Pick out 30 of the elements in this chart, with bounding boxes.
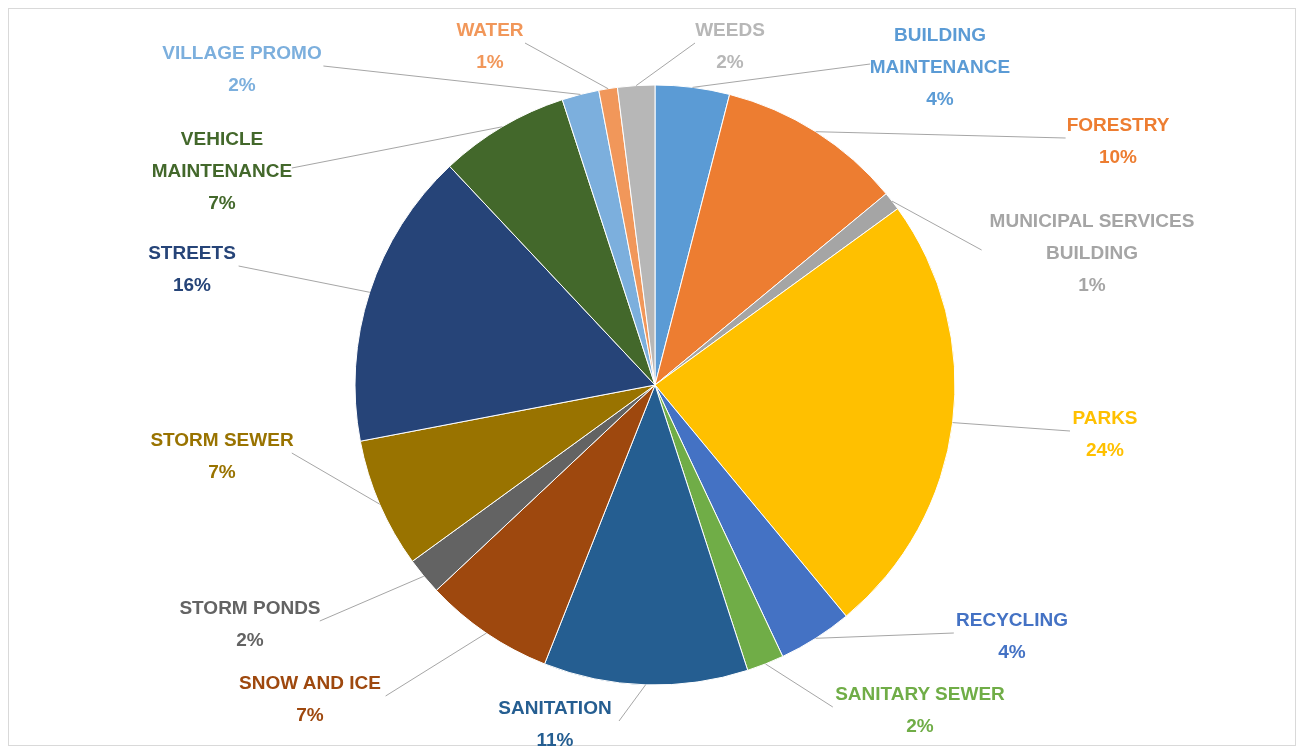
data-label: 11%: [536, 729, 574, 751]
data-label: 4%: [926, 88, 954, 110]
data-label: 2%: [906, 715, 934, 737]
data-label: 7%: [296, 704, 324, 726]
slice-label: MUNICIPAL SERVICES BUILDING: [989, 210, 1195, 264]
data-label: 24%: [1085, 439, 1125, 461]
slice-label: PARKS: [1072, 407, 1138, 429]
data-label: 2%: [236, 629, 264, 651]
data-label: 2%: [716, 51, 744, 73]
slice-label: BUILDING MAINTENANCE: [869, 24, 1011, 78]
slice-label: FORESTRY: [1066, 114, 1170, 136]
data-label: 1%: [476, 51, 504, 73]
slice-label: WATER: [456, 19, 524, 41]
data-label: 10%: [1098, 146, 1138, 168]
data-label: 2%: [228, 74, 256, 96]
slice-label: VEHICLE MAINTENANCE: [151, 128, 293, 182]
slice-label: STORM PONDS: [179, 597, 321, 619]
slice-label: WEEDS: [695, 19, 765, 41]
data-label: 7%: [208, 192, 236, 214]
data-label: 16%: [172, 274, 212, 296]
slice-label: VILLAGE PROMO: [162, 42, 322, 64]
slice-label: SNOW AND ICE: [239, 672, 381, 694]
slice-label: RECYCLING: [956, 609, 1068, 631]
data-label: 7%: [208, 461, 236, 483]
slice-label: STORM SEWER: [150, 429, 294, 451]
slice-label: SANITARY SEWER: [835, 683, 1006, 705]
data-label: 4%: [998, 641, 1026, 663]
slice-label: SANITATION: [498, 697, 612, 719]
data-label: 1%: [1078, 274, 1106, 296]
slice-label: STREETS: [148, 242, 236, 264]
